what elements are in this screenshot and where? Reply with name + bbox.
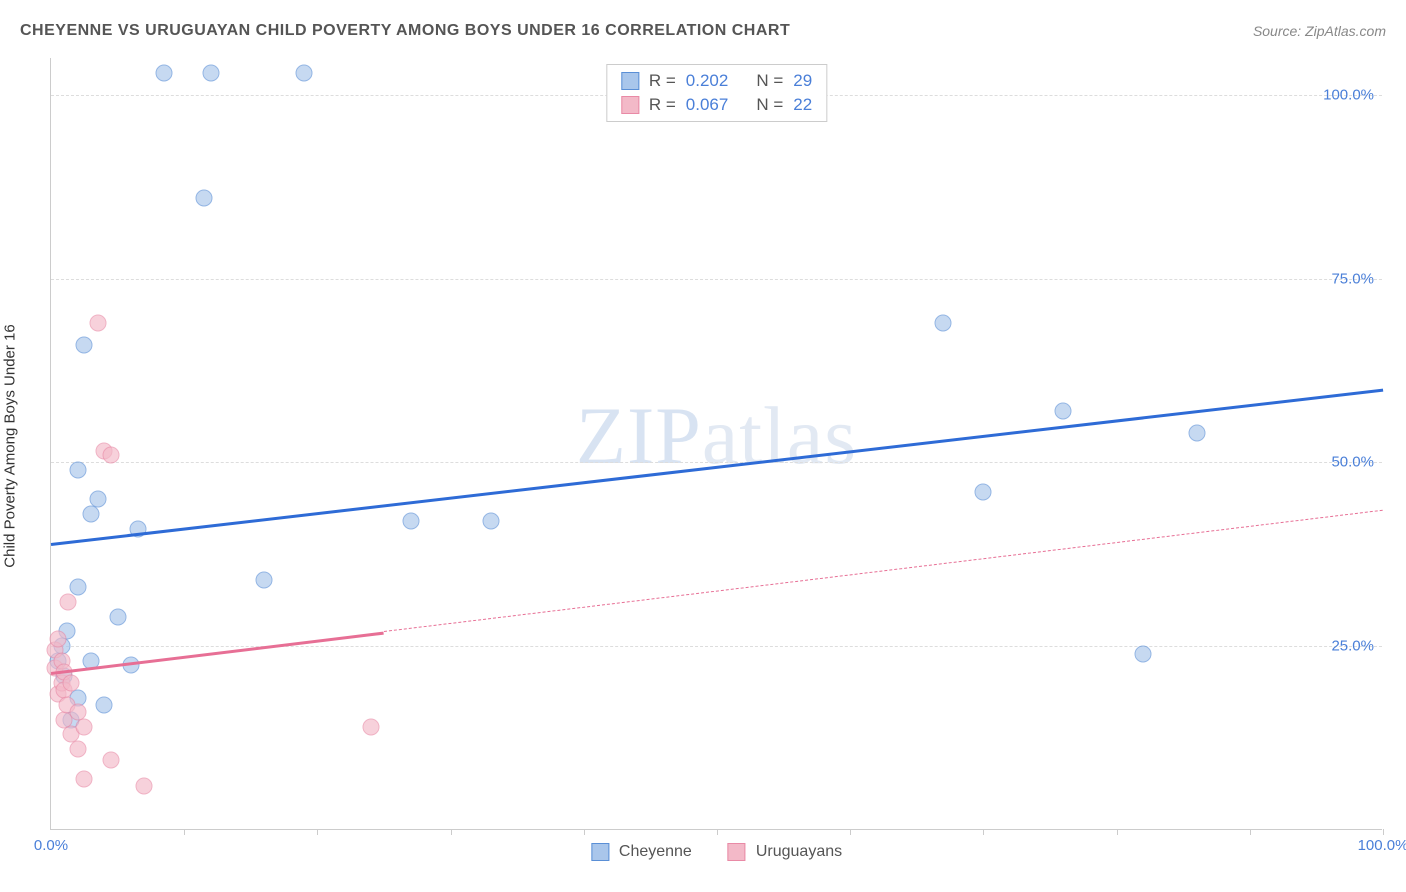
data-point (202, 64, 219, 81)
data-point (69, 741, 86, 758)
x-tick (1250, 829, 1251, 835)
legend-label: Cheyenne (619, 843, 692, 861)
trend-line (51, 631, 384, 674)
data-point (156, 64, 173, 81)
stat-r-value: 0.202 (686, 71, 729, 91)
data-point (256, 572, 273, 589)
stats-row: R = 0.067 N = 22 (621, 93, 812, 117)
data-point (1135, 645, 1152, 662)
data-point (1055, 402, 1072, 419)
stats-box: R = 0.202 N = 29 R = 0.067 N = 22 (606, 64, 827, 122)
y-tick-label: 25.0% (1331, 638, 1374, 655)
data-point (362, 719, 379, 736)
x-tick-label: 100.0% (1358, 837, 1406, 854)
trend-line (51, 389, 1383, 546)
data-point (89, 314, 106, 331)
stat-r-label: R = (649, 95, 676, 115)
x-tick (717, 829, 718, 835)
data-point (102, 447, 119, 464)
data-point (102, 752, 119, 769)
stat-n-value: 22 (793, 95, 812, 115)
data-point (402, 513, 419, 530)
trend-line (384, 510, 1383, 632)
data-point (935, 314, 952, 331)
y-tick-label: 100.0% (1323, 86, 1374, 103)
stat-r-value: 0.067 (686, 95, 729, 115)
data-point (136, 777, 153, 794)
legend-label: Uruguayans (756, 843, 842, 861)
y-tick-label: 50.0% (1331, 454, 1374, 471)
data-point (1188, 424, 1205, 441)
chart-title: CHEYENNE VS URUGUAYAN CHILD POVERTY AMON… (20, 22, 790, 40)
data-point (96, 697, 113, 714)
x-tick (451, 829, 452, 835)
data-point (60, 594, 77, 611)
x-tick (317, 829, 318, 835)
x-tick (1383, 829, 1384, 835)
data-point (76, 770, 93, 787)
gridline (51, 462, 1382, 463)
stat-r-label: R = (649, 71, 676, 91)
legend-item: Uruguayans (728, 843, 842, 861)
x-tick (850, 829, 851, 835)
stat-n-label: N = (756, 95, 783, 115)
data-point (49, 630, 66, 647)
stats-row: R = 0.202 N = 29 (621, 69, 812, 93)
plot-area: ZIPatlas 25.0%50.0%75.0%100.0%0.0%100.0%… (50, 58, 1382, 830)
legend: Cheyenne Uruguayans (591, 843, 842, 861)
x-tick (1117, 829, 1118, 835)
series-swatch (621, 96, 639, 114)
watermark-bold: ZIP (576, 390, 702, 481)
legend-swatch (591, 843, 609, 861)
stat-n-value: 29 (793, 71, 812, 91)
gridline (51, 279, 1382, 280)
x-tick (184, 829, 185, 835)
x-tick (584, 829, 585, 835)
stat-n-label: N = (756, 71, 783, 91)
data-point (82, 505, 99, 522)
x-tick (983, 829, 984, 835)
data-point (109, 608, 126, 625)
legend-swatch (728, 843, 746, 861)
y-axis-label: Child Poverty Among Boys Under 16 (2, 324, 19, 567)
data-point (296, 64, 313, 81)
data-point (76, 719, 93, 736)
data-point (69, 461, 86, 478)
data-point (89, 491, 106, 508)
data-point (196, 189, 213, 206)
data-point (482, 513, 499, 530)
chart-source: Source: ZipAtlas.com (1253, 23, 1386, 39)
legend-item: Cheyenne (591, 843, 692, 861)
chart-header: CHEYENNE VS URUGUAYAN CHILD POVERTY AMON… (20, 22, 1386, 40)
y-tick-label: 75.0% (1331, 270, 1374, 287)
x-tick-label: 0.0% (34, 837, 68, 854)
series-swatch (621, 72, 639, 90)
data-point (975, 483, 992, 500)
data-point (76, 336, 93, 353)
data-point (62, 674, 79, 691)
